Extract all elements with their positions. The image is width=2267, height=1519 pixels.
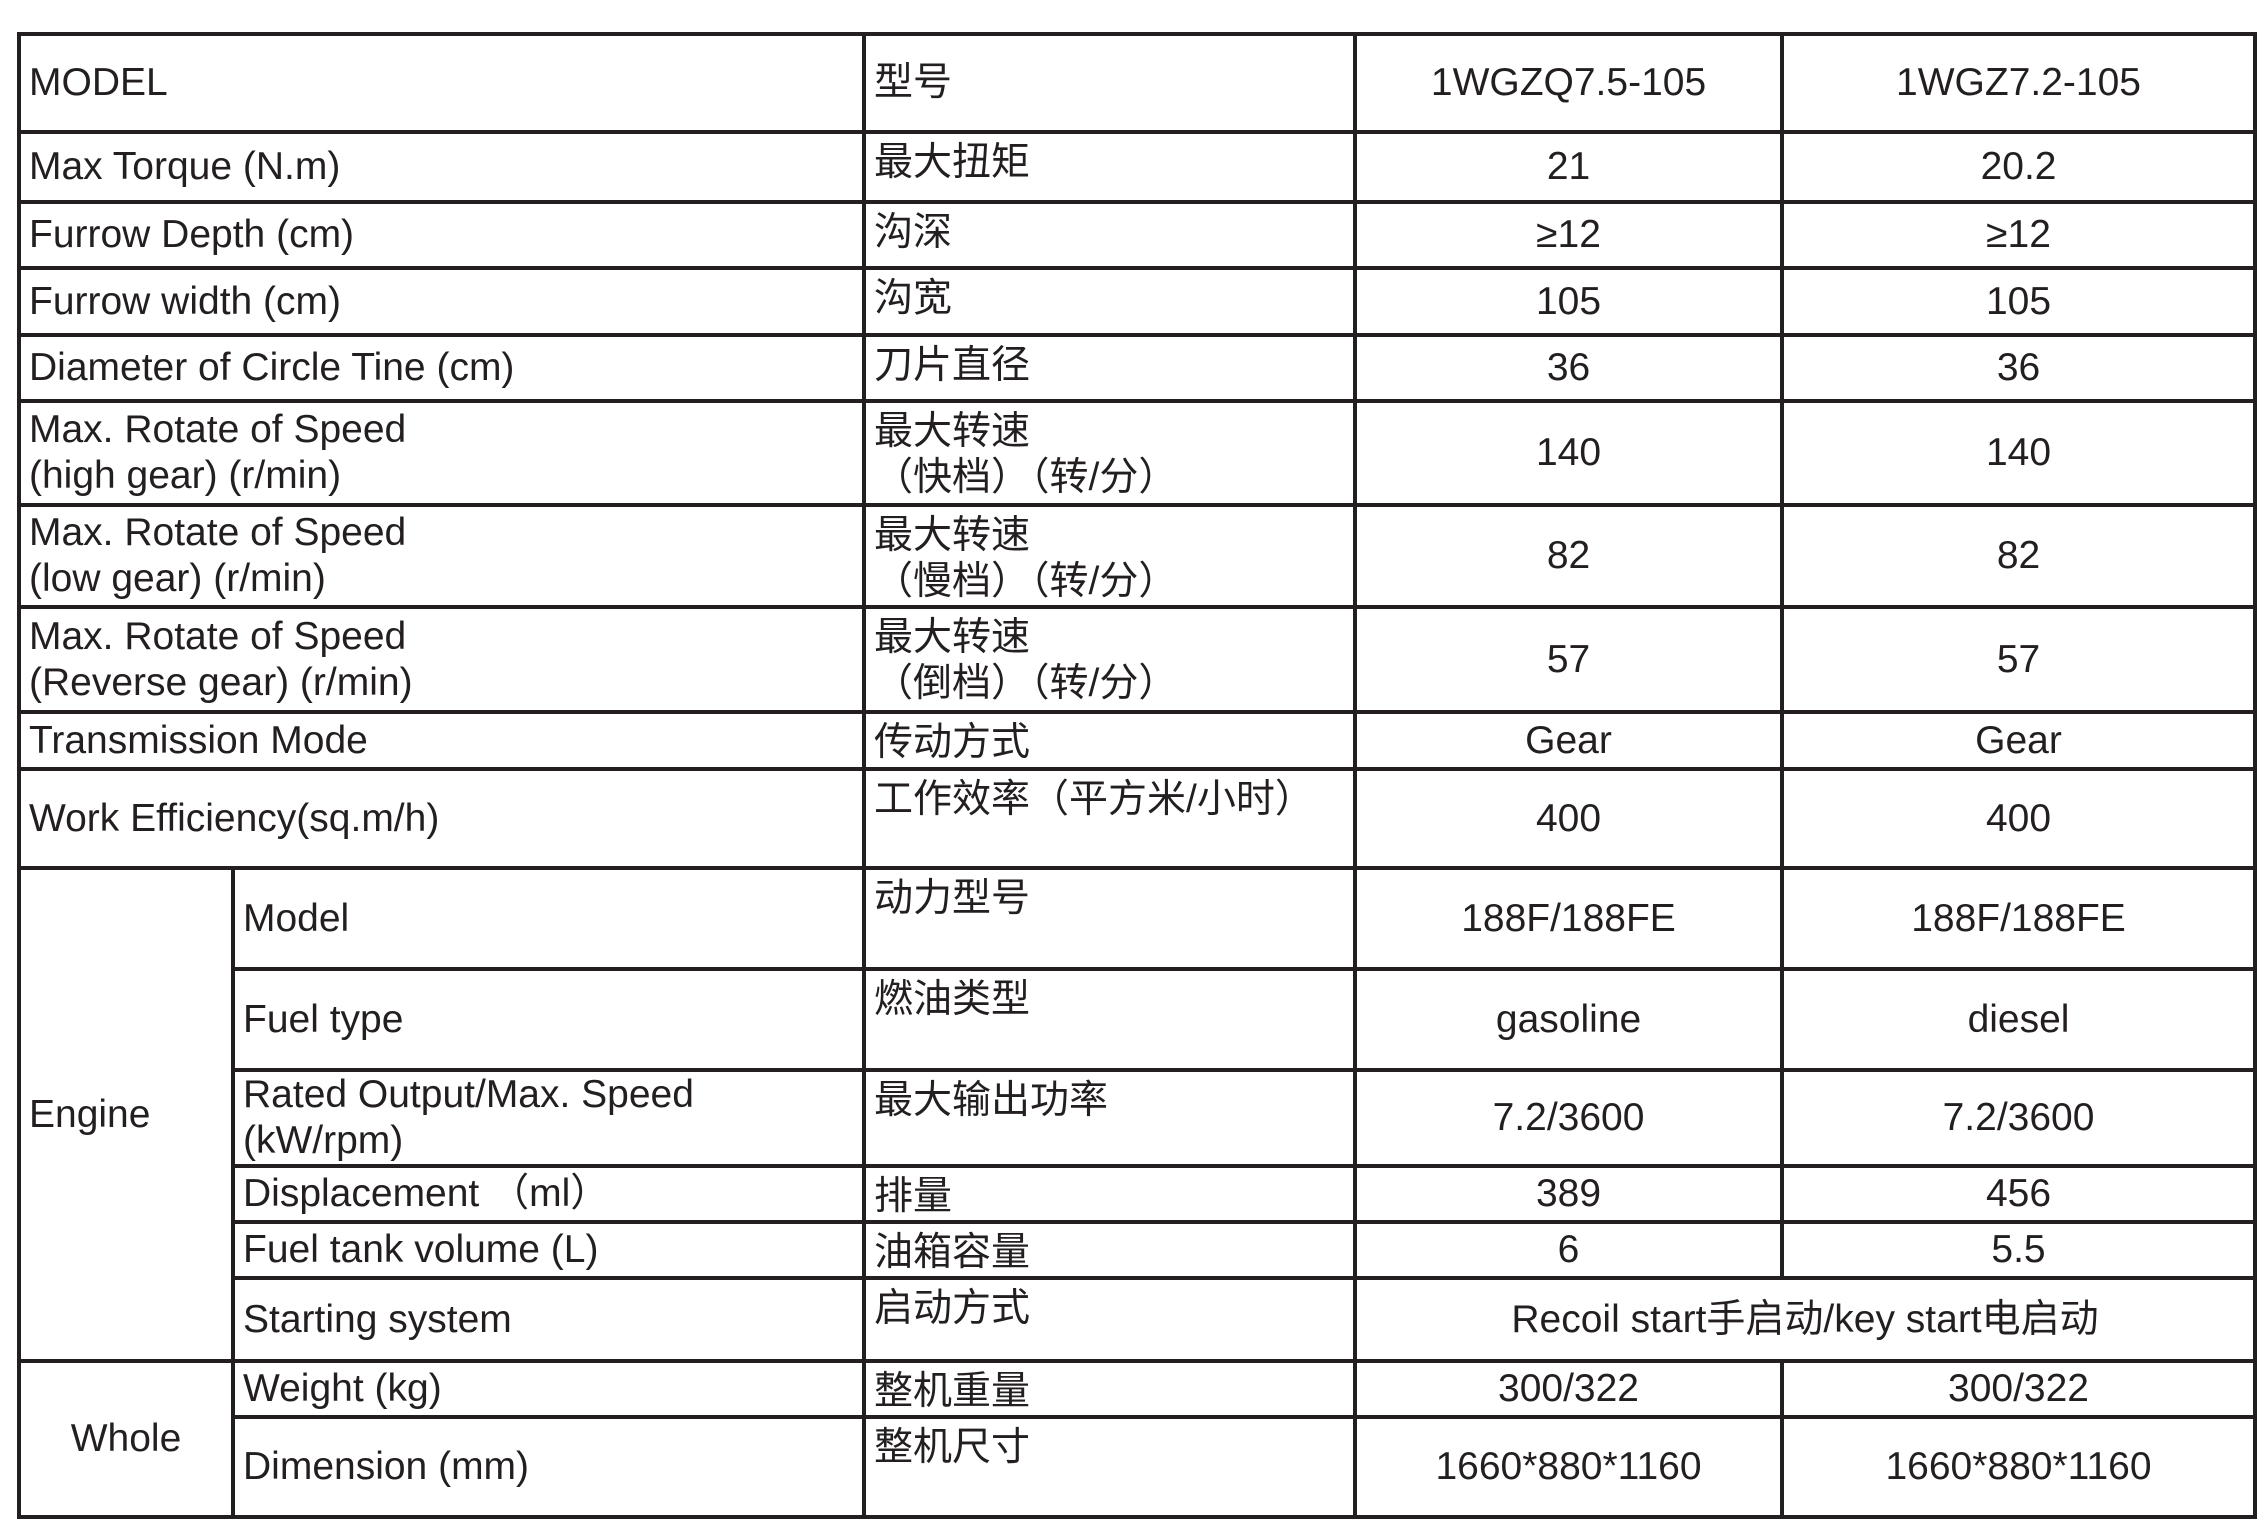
spec-label-en: Furrow width (cm) xyxy=(16,266,867,337)
spec-label-cn: 油箱容量 xyxy=(862,1220,1358,1280)
spec-value: 36 xyxy=(1353,333,1785,403)
table-row: Dimension (mm) 整机尺寸 1660*880*1160 1660*880*… xyxy=(19,1415,2258,1519)
table-row: Max. Rotate of Speed (low gear) (r/min) 最… xyxy=(16,503,2258,609)
spec-label-en: Max. Rotate of Speed (Reverse gear) (r/m… xyxy=(16,605,867,714)
table-row: Max. Rotate of Speed (Reverse gear) (r/m… xyxy=(16,605,2258,714)
spec-label-en: Weight (kg) xyxy=(230,1359,867,1419)
spec-value: 389 xyxy=(1353,1164,1785,1224)
table-row: Starting system 启动方式 Recoil start手启动/key s… xyxy=(19,1276,2258,1363)
spec-value: Gear xyxy=(1780,710,2258,771)
group-label: Whole xyxy=(17,1359,235,1519)
spec-label-en: Furrow Depth (cm) xyxy=(16,200,867,270)
spec-label-cn: 传动方式 xyxy=(862,710,1358,771)
spec-label-cn: 刀片直径 xyxy=(862,333,1358,403)
spec-value: 7.2/3600 xyxy=(1353,1068,1785,1168)
spec-value: 82 xyxy=(1353,503,1785,609)
spec-label-en: Max Torque (N.m) xyxy=(16,130,867,204)
model-name: 1WGZ7.2-105 xyxy=(1780,32,2258,134)
table-row: Max. Rotate of Speed (high gear) (r/min)… xyxy=(16,399,2258,507)
spec-label-cn: 整机尺寸 xyxy=(862,1415,1358,1519)
spec-label-en: Displacement （ml） xyxy=(230,1164,867,1224)
table-row: Engine Model 动力型号 188F/188FE 188F/188FE xyxy=(17,866,2258,1363)
spec-label-en: Fuel tank volume (L) xyxy=(230,1220,867,1280)
spec-label-cn: 沟宽 xyxy=(862,266,1358,337)
spec-label-en: Transmission Mode xyxy=(16,710,867,771)
spec-value: 21 xyxy=(1353,130,1785,204)
table-row: Furrow width (cm) 沟宽 105 105 xyxy=(16,266,2258,337)
spec-label-en: Max. Rotate of Speed (low gear) (r/min) xyxy=(16,503,867,609)
spec-label-cn: 最大转速 （慢档）（转/分） xyxy=(862,503,1358,609)
spec-value: 6 xyxy=(1353,1220,1785,1280)
spec-value: 105 xyxy=(1780,266,2258,337)
spec-value: 400 xyxy=(1353,767,1785,870)
spec-value: 300/322 xyxy=(1353,1359,1785,1419)
model-name: 1WGZQ7.5-105 xyxy=(1353,32,1785,134)
spec-value: 36 xyxy=(1780,333,2258,403)
table-row: Work Efficiency(sq.m/h) 工作效率（平方米/小时） 400 40… xyxy=(16,767,2258,870)
spec-value: ≥12 xyxy=(1353,200,1785,270)
spec-label-en: Max. Rotate of Speed (high gear) (r/min) xyxy=(16,399,867,507)
spec-value: 82 xyxy=(1780,503,2258,609)
spec-label-cn: 动力型号 xyxy=(862,866,1358,971)
header-label-en: MODEL xyxy=(16,32,867,134)
spec-value: 1660*880*1160 xyxy=(1353,1415,1785,1519)
table-row: Max Torque (N.m) 最大扭矩 21 20.2 xyxy=(16,130,2258,204)
spec-label-en: Fuel type xyxy=(230,967,867,1072)
spec-label-cn: 最大扭矩 xyxy=(862,130,1358,204)
group-label: Engine xyxy=(17,866,235,1363)
spec-value: ≥12 xyxy=(1780,200,2258,270)
spec-value: diesel xyxy=(1780,967,2258,1072)
spec-value: 456 xyxy=(1780,1164,2258,1224)
table-row: Diameter of Circle Tine (cm) 刀片直径 36 36 xyxy=(16,333,2258,403)
spec-value: 140 xyxy=(1780,399,2258,507)
spec-value: 7.2/3600 xyxy=(1780,1068,2258,1168)
table-row: Displacement （ml） 排量 389 456 xyxy=(19,1164,2258,1224)
spec-label-en: Work Efficiency(sq.m/h) xyxy=(16,767,867,870)
spec-label-cn: 工作效率（平方米/小时） xyxy=(862,767,1358,870)
table-row: Furrow Depth (cm) 沟深 ≥12 ≥12 xyxy=(16,200,2258,270)
spec-label-en: Diameter of Circle Tine (cm) xyxy=(16,333,867,403)
spec-label-cn: 燃油类型 xyxy=(862,967,1358,1072)
spec-value: 300/322 xyxy=(1780,1359,2258,1419)
spec-label-en: Rated Output/Max. Speed (kW/rpm) xyxy=(230,1068,867,1168)
spec-value: Recoil start手启动/key start电启动 xyxy=(1353,1276,2258,1363)
spec-value: 1660*880*1160 xyxy=(1780,1415,2258,1519)
spec-label-cn: 最大转速 （倒档）（转/分） xyxy=(862,605,1358,714)
spec-value: 400 xyxy=(1780,767,2258,870)
spec-label-en: Model xyxy=(230,866,867,971)
spec-label-en: Starting system xyxy=(230,1276,867,1363)
spec-label-cn: 整机重量 xyxy=(862,1359,1358,1419)
spec-value: 20.2 xyxy=(1780,130,2258,204)
spec-label-cn: 最大输出功率 xyxy=(862,1068,1358,1168)
spec-label-en: Dimension (mm) xyxy=(230,1415,867,1519)
spec-value: 57 xyxy=(1780,605,2258,714)
header-row: MODEL 型号 1WGZQ7.5-105 1WGZ7.2-105 xyxy=(16,32,2258,134)
spec-value: 57 xyxy=(1353,605,1785,714)
spec-value: 140 xyxy=(1353,399,1785,507)
spec-label-cn: 排量 xyxy=(862,1164,1358,1224)
spec-value: Gear xyxy=(1353,710,1785,771)
table-row: Transmission Mode 传动方式 Gear Gear xyxy=(16,710,2258,771)
spec-label-cn: 最大转速 （快档）（转/分） xyxy=(862,399,1358,507)
table-row: Rated Output/Max. Speed (kW/rpm) 最大输出功率 7.… xyxy=(19,1068,2258,1168)
table-row: Fuel tank volume (L) 油箱容量 6 5.5 xyxy=(19,1220,2258,1280)
spec-label-cn: 启动方式 xyxy=(862,1276,1358,1363)
spec-value: 5.5 xyxy=(1780,1220,2258,1280)
header-label-cn: 型号 xyxy=(862,32,1358,134)
spec-table: MODEL 型号 1WGZQ7.5-105 1WGZ7.2-105 Max Torque… xyxy=(16,32,2258,1519)
spec-value: gasoline xyxy=(1353,967,1785,1072)
table-row: Whole Weight (kg) 整机重量 300/322 300/322 xyxy=(17,1359,2258,1519)
spec-value: 188F/188FE xyxy=(1353,866,1785,971)
spec-value: 188F/188FE xyxy=(1780,866,2258,971)
spec-label-cn: 沟深 xyxy=(862,200,1358,270)
spec-value: 105 xyxy=(1353,266,1785,337)
table-row: Fuel type 燃油类型 gasoline diesel xyxy=(19,967,2258,1072)
